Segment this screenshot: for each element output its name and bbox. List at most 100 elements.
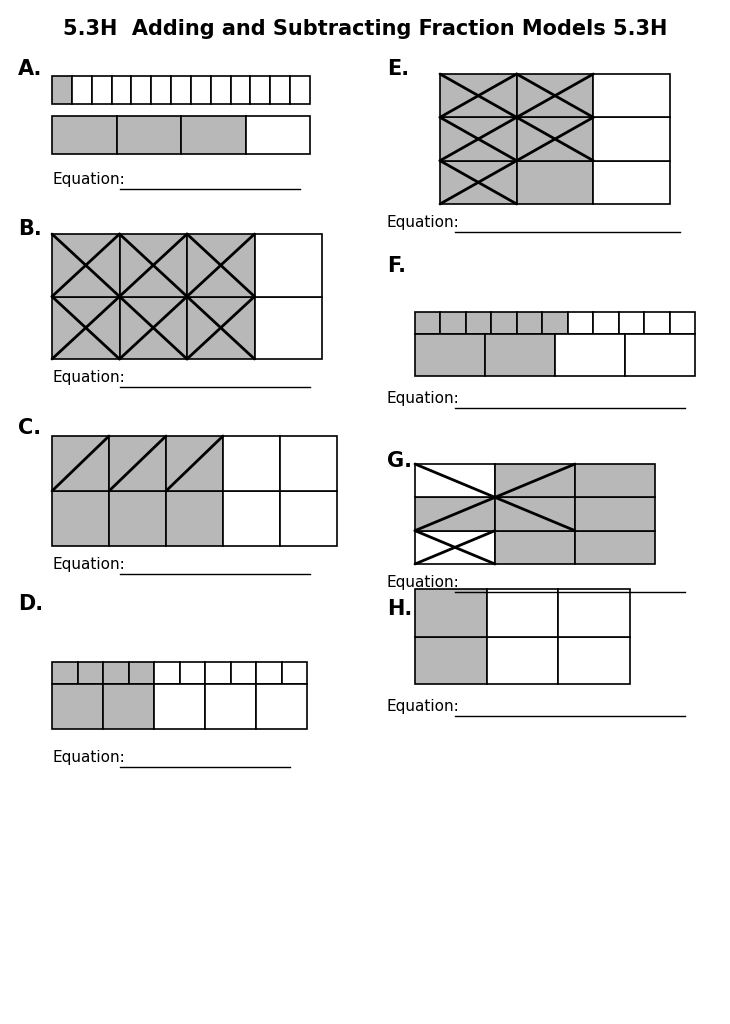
Bar	[593, 312, 618, 334]
Bar	[187, 297, 255, 359]
Bar	[517, 118, 593, 161]
Bar	[131, 76, 151, 104]
Bar	[280, 490, 337, 546]
Bar	[282, 662, 307, 684]
Bar	[120, 297, 187, 359]
Bar	[52, 490, 109, 546]
Text: Equation:: Equation:	[387, 215, 460, 230]
Bar	[440, 118, 517, 161]
Bar	[205, 662, 231, 684]
Bar	[52, 234, 120, 297]
Bar	[154, 662, 180, 684]
Text: Equation:: Equation:	[52, 557, 125, 572]
Bar	[180, 662, 205, 684]
Bar	[72, 76, 92, 104]
Bar	[575, 530, 655, 564]
Bar	[517, 161, 593, 204]
Bar	[555, 334, 625, 376]
Bar	[256, 662, 282, 684]
Bar	[542, 312, 568, 334]
Bar	[495, 530, 575, 564]
Bar	[669, 312, 695, 334]
Bar	[644, 312, 669, 334]
Bar	[487, 589, 558, 637]
Bar	[440, 74, 517, 118]
Bar	[52, 436, 109, 490]
Bar	[593, 118, 670, 161]
Bar	[255, 234, 322, 297]
Text: Equation:: Equation:	[52, 172, 125, 187]
Bar	[558, 589, 630, 637]
Bar	[517, 74, 593, 118]
Text: Equation:: Equation:	[52, 370, 125, 385]
Bar	[117, 116, 181, 154]
Bar	[112, 76, 131, 104]
Bar	[517, 312, 542, 334]
Bar	[166, 436, 223, 490]
Bar	[166, 490, 223, 546]
Text: B.: B.	[18, 219, 42, 239]
Text: H.: H.	[387, 599, 412, 618]
Bar	[280, 436, 337, 490]
Bar	[245, 116, 310, 154]
Bar	[415, 464, 495, 498]
Bar	[256, 684, 307, 729]
Bar	[415, 334, 485, 376]
Bar	[575, 464, 655, 498]
Text: Equation:: Equation:	[387, 699, 460, 714]
Bar	[415, 530, 495, 564]
Text: Equation:: Equation:	[387, 391, 460, 406]
Text: F.: F.	[387, 256, 406, 276]
Bar	[52, 662, 77, 684]
Bar	[487, 637, 558, 684]
Text: Equation:: Equation:	[52, 750, 125, 765]
Bar	[495, 498, 575, 530]
Bar	[415, 498, 495, 530]
Bar	[154, 684, 205, 729]
Text: D.: D.	[18, 594, 43, 614]
Bar	[485, 334, 555, 376]
Bar	[231, 76, 250, 104]
Bar	[495, 464, 575, 498]
Text: A.: A.	[18, 59, 42, 79]
Bar	[575, 498, 655, 530]
Bar	[52, 297, 120, 359]
Bar	[625, 334, 695, 376]
Bar	[128, 662, 154, 684]
Bar	[187, 234, 255, 297]
Bar	[181, 116, 245, 154]
Text: Equation:: Equation:	[387, 575, 460, 590]
Text: 5.3H  Adding and Subtracting Fraction Models 5.3H: 5.3H Adding and Subtracting Fraction Mod…	[63, 19, 667, 39]
Bar	[440, 312, 466, 334]
Bar	[415, 589, 487, 637]
Bar	[568, 312, 593, 334]
Bar	[558, 637, 630, 684]
Bar	[491, 312, 517, 334]
Bar	[255, 297, 322, 359]
Bar	[52, 116, 117, 154]
Bar	[171, 76, 191, 104]
Bar	[103, 684, 154, 729]
Bar	[120, 234, 187, 297]
Bar	[290, 76, 310, 104]
Text: G.: G.	[387, 451, 412, 471]
Bar	[593, 161, 670, 204]
Bar	[77, 662, 103, 684]
Bar	[231, 662, 256, 684]
Bar	[151, 76, 171, 104]
Bar	[191, 76, 211, 104]
Bar	[593, 74, 670, 118]
Bar	[250, 76, 270, 104]
Bar	[109, 490, 166, 546]
Text: E.: E.	[387, 59, 409, 79]
Bar	[223, 436, 280, 490]
Bar	[270, 76, 290, 104]
Bar	[211, 76, 231, 104]
Bar	[415, 312, 440, 334]
Bar	[92, 76, 112, 104]
Bar	[52, 76, 72, 104]
Bar	[415, 637, 487, 684]
Bar	[223, 490, 280, 546]
Bar	[103, 662, 128, 684]
Bar	[52, 684, 103, 729]
